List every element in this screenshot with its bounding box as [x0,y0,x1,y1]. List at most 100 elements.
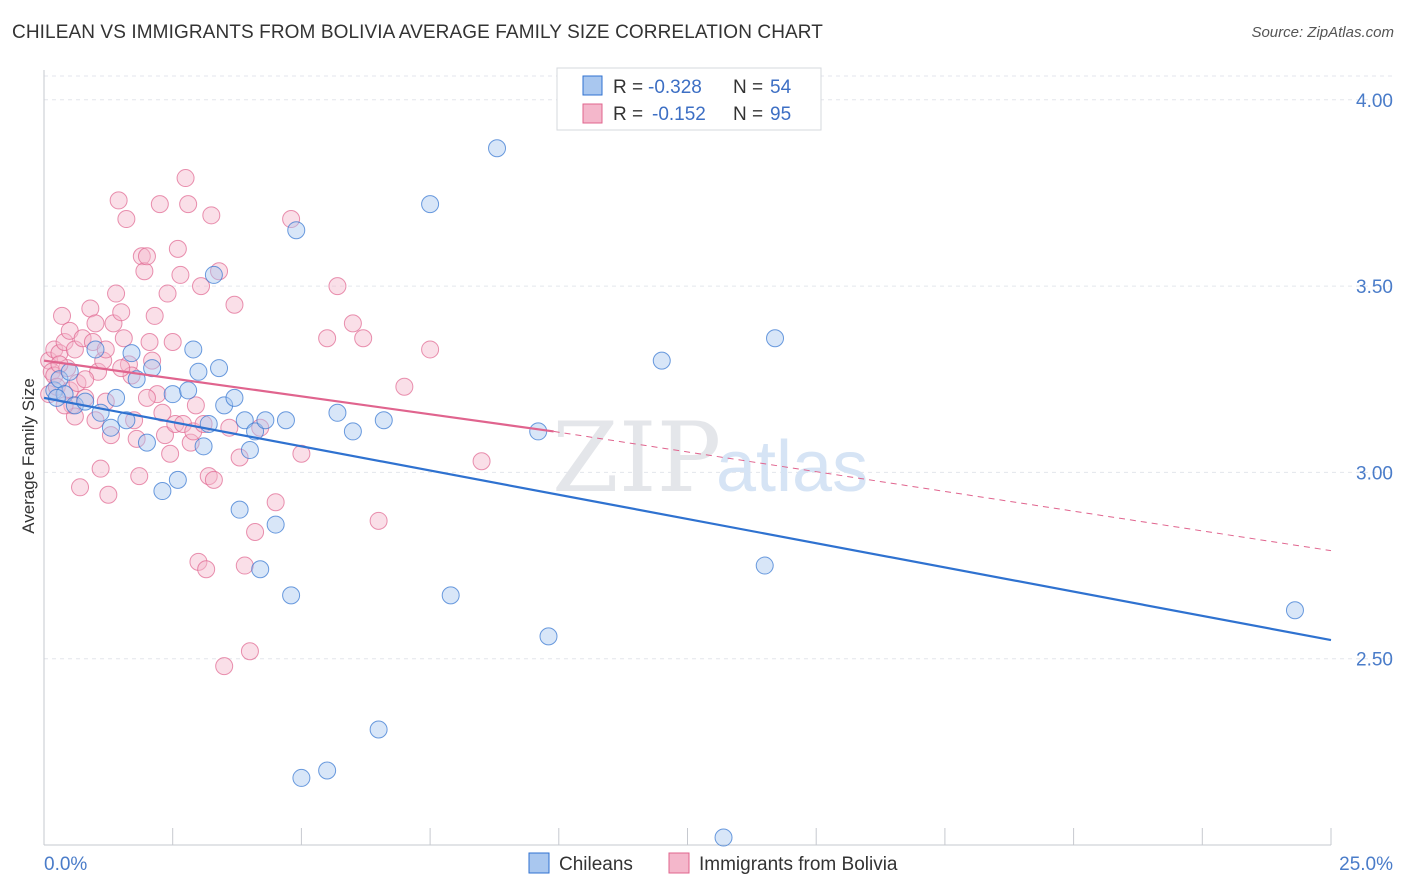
point-bolivia-94 [96,340,115,359]
point-chileans-34 [276,411,295,430]
x-tick-label-0: 0.0% [44,854,87,875]
point-chileans-46 [529,422,548,441]
point-bolivia-68 [215,657,234,676]
legend-swatch-chileans [528,852,550,874]
point-bolivia-86 [472,452,491,471]
chart-title: CHILEAN VS IMMIGRANTS FROM BOLIVIA AVERA… [12,22,823,43]
stats-r-label-1: R = [613,77,643,98]
point-chileans-41 [369,720,388,739]
point-bolivia-47 [155,426,174,445]
point-chileans-36 [287,221,306,240]
point-bolivia-37 [130,467,149,486]
point-chileans-45 [488,139,507,158]
point-chileans-32 [256,411,275,430]
axes [43,70,1332,846]
stats-n-label-1: N = [733,77,763,98]
legend-label-bolivia: Immigrants from Bolivia [699,854,898,875]
point-bolivia-43 [145,306,164,325]
point-chileans-13 [137,433,156,452]
stats-r-label-2: R = [613,104,643,125]
stats-n-value-2: 95 [770,104,791,125]
y-tick-label-2: 3.50 [1356,277,1393,298]
point-bolivia-22 [91,459,110,478]
point-bolivia-59 [186,396,205,415]
point-chileans-38 [318,761,337,780]
point-chileans-30 [246,422,265,441]
point-bolivia-49 [161,444,180,463]
point-chileans-50 [755,556,774,575]
point-chileans-53 [47,388,66,407]
point-bolivia-80 [328,277,347,296]
point-chileans-27 [230,500,249,519]
point-chileans-15 [153,482,172,501]
legend-swatch-bolivia [668,852,690,874]
point-bolivia-46 [153,403,172,422]
y-tick-label-1: 3.00 [1356,463,1393,484]
watermark-atlas: atlas [716,427,868,507]
point-chileans-42 [374,411,393,430]
point-bolivia-66 [204,470,223,489]
point-chileans-17 [168,470,187,489]
point-chileans-16 [163,385,182,404]
point-chileans-28 [235,411,254,430]
stats-n-label-2: N = [733,104,763,125]
point-bolivia-83 [369,511,388,530]
point-chileans-33 [266,515,285,534]
point-chileans-35 [282,586,301,605]
point-chileans-31 [251,560,270,579]
point-chileans-8 [101,418,120,437]
point-chileans-23 [204,265,223,284]
point-bolivia-76 [266,493,285,512]
point-chileans-39 [328,403,347,422]
point-bolivia-26 [101,426,120,445]
point-bolivia-81 [343,314,362,333]
stats-legend: R = -0.328 N = 54 R = -0.152 N = 95 [556,67,822,131]
point-chileans-40 [343,422,362,441]
source-label: Source: ZipAtlas.com [1251,24,1394,41]
point-bolivia-50 [163,332,182,351]
point-chileans-25 [215,396,234,415]
point-chileans-44 [441,586,460,605]
x-tick-label-1: 25.0% [1339,854,1393,875]
trend-line-chileans [43,396,1332,642]
point-bolivia-77 [282,210,301,229]
point-bolivia-90 [112,359,131,378]
stats-legend-swatch-bolivia [582,103,603,124]
point-bolivia-42 [143,351,162,370]
y-tick-label-3: 4.00 [1356,91,1393,112]
watermark-zip: ZIP [552,402,721,514]
point-bolivia-61 [192,277,211,296]
y-tick-labels: 2.50 3.00 3.50 4.00 [1356,91,1393,671]
y-tick-label-0: 2.50 [1356,650,1393,671]
point-chileans-47 [539,627,558,646]
y-axis-label: Average Family Size [19,378,38,534]
point-bolivia-55 [176,169,195,188]
point-bolivia-71 [230,448,249,467]
point-bolivia-16 [73,329,92,348]
point-bolivia-15 [71,478,90,497]
point-bolivia-65 [202,206,221,225]
point-bolivia-93 [76,370,95,389]
point-chileans-26 [225,388,244,407]
point-bolivia-52 [168,239,187,258]
point-bolivia-7 [53,306,72,325]
trend-lines [43,359,1332,642]
point-chileans-49 [714,828,733,847]
point-chileans-51 [766,329,785,348]
point-bolivia-40 [137,247,156,266]
point-bolivia-31 [114,329,133,348]
trend-line-bolivia [43,359,554,433]
point-bolivia-91 [137,388,156,407]
point-bolivia-41 [140,332,159,351]
point-chileans-6 [86,340,105,359]
point-bolivia-25 [99,485,118,504]
point-chileans-20 [189,362,208,381]
point-bolivia-63 [197,560,216,579]
point-bolivia-70 [225,295,244,314]
point-bolivia-32 [117,210,136,229]
legend-label-chileans: Chileans [559,854,633,875]
point-bolivia-39 [135,262,154,281]
point-chileans-37 [292,768,311,787]
stats-legend-swatch-chileans [582,75,603,96]
